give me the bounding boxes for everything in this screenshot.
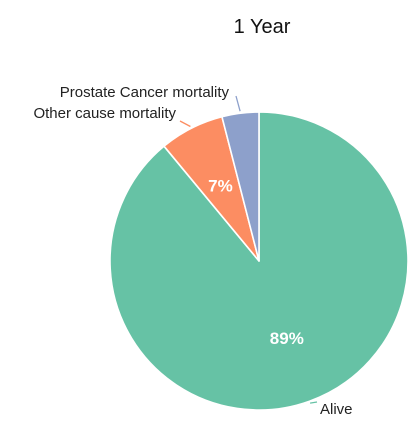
pie-value-label: 7% [208, 176, 233, 195]
pie-value-label: 89% [270, 329, 304, 348]
pie-leader-lines [179, 95, 318, 404]
pie-value-labels: 89% 7% [208, 176, 304, 348]
pie-outer-labels: Alive Other cause mortality Prostate Cance… [33, 84, 352, 418]
pie-category-label: Alive [320, 401, 353, 418]
pie-category-label: Other cause mortality [33, 105, 176, 122]
chart-title: 1 Year [234, 16, 291, 38]
pie-slices [109, 111, 409, 411]
pie-slice-prostate-cancer-mortality [221, 111, 260, 262]
pie-leader-line [179, 120, 191, 128]
pie-leader-line [309, 401, 318, 404]
pie-leader-line [235, 95, 241, 112]
pie-category-label: Prostate Cancer mortality [60, 84, 230, 101]
